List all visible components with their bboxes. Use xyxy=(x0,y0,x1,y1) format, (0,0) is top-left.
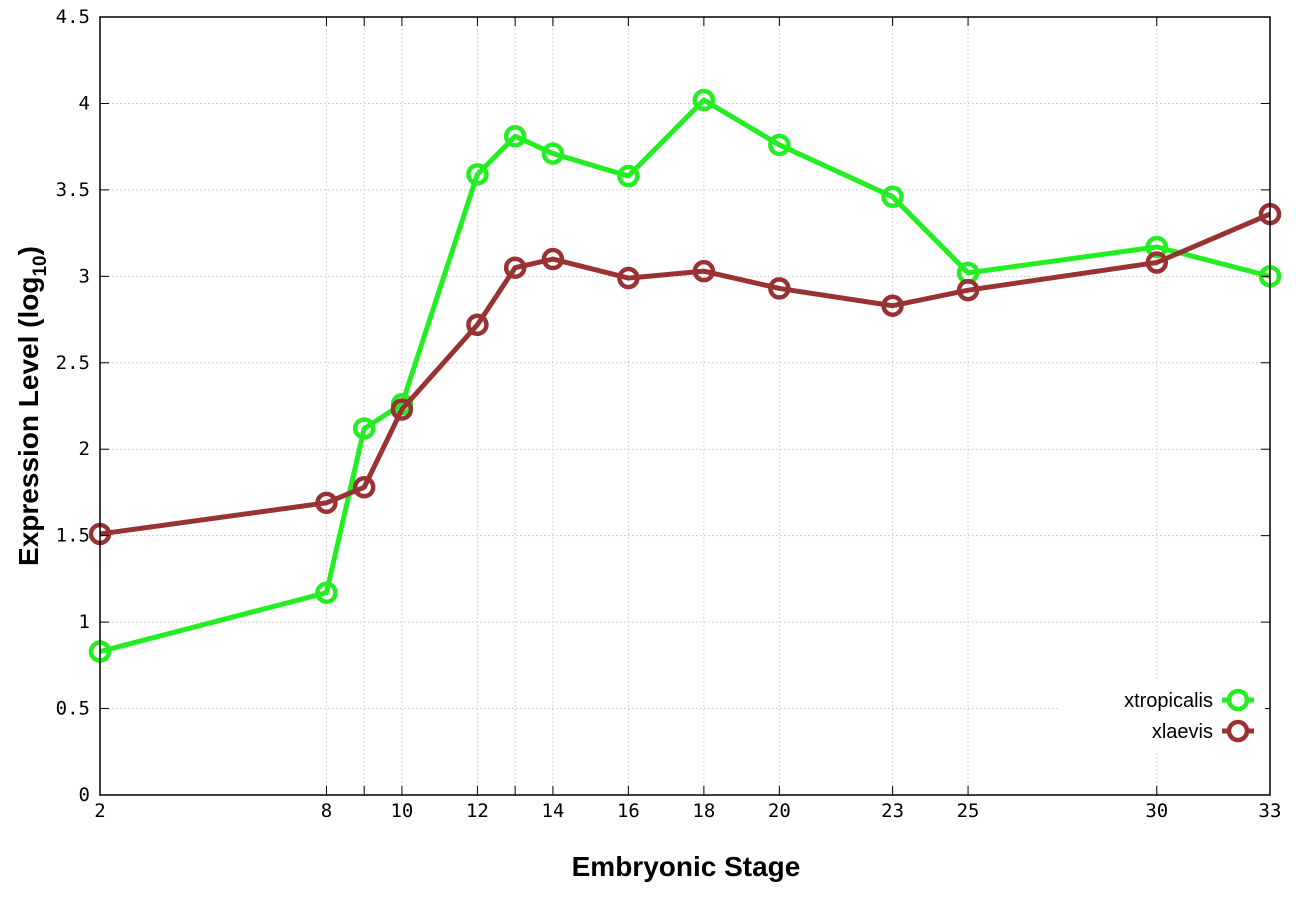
legend-label-xlaevis: xlaevis xyxy=(1152,721,1213,743)
series-layer xyxy=(88,88,1282,663)
legend-marker-xlaevis xyxy=(1226,719,1250,743)
point-xtropicalis-16 xyxy=(617,164,640,188)
y-tick-label-2.5: 2.5 xyxy=(56,352,90,374)
y-tick-label-4: 4 xyxy=(79,92,90,114)
y-axis-title-close: ) xyxy=(13,246,44,255)
x-tick-label-16: 16 xyxy=(617,800,640,822)
tick-marks xyxy=(99,16,1271,796)
point-xlaevis-9 xyxy=(352,476,376,499)
point-xtropicalis-13 xyxy=(503,125,527,148)
point-xlaevis-23 xyxy=(881,294,904,317)
x-tick-label-20: 20 xyxy=(768,800,791,822)
series-line-xlaevis xyxy=(99,211,1271,537)
point-xtropicalis-20 xyxy=(768,133,791,157)
point-xlaevis-30 xyxy=(1145,251,1169,274)
y-tick-label-4.5: 4.5 xyxy=(56,6,90,28)
y-tick-label-0: 0 xyxy=(79,784,90,806)
y-tick-label-2: 2 xyxy=(79,438,90,460)
point-xlaevis-18 xyxy=(692,259,716,283)
y-tick-label-1.5: 1.5 xyxy=(56,525,90,547)
plot-frame xyxy=(99,16,1271,796)
point-xlaevis-14 xyxy=(541,247,565,271)
point-xtropicalis-9 xyxy=(352,417,376,440)
y-tick-label-1: 1 xyxy=(79,611,90,633)
x-tick-labels: 2 8 10 12 14 16 18 20 23 25 30 33 xyxy=(94,800,1281,822)
point-xtropicalis-18 xyxy=(692,88,716,112)
x-tick-label-2: 2 xyxy=(94,800,105,822)
point-xtropicalis-8 xyxy=(315,581,338,604)
legend-label-xtropicalis: xtropicalis xyxy=(1124,690,1213,712)
y-tick-labels: 0 0.5 1 1.5 2 2.5 3 3.5 4 4.5 xyxy=(56,6,90,806)
y-tick-label-3: 3 xyxy=(79,265,90,287)
point-xtropicalis-23 xyxy=(881,185,904,209)
x-tick-label-33: 33 xyxy=(1259,800,1282,822)
point-xlaevis-20 xyxy=(768,277,791,300)
y-tick-label-3.5: 3.5 xyxy=(56,179,90,201)
x-tick-label-8: 8 xyxy=(321,800,332,822)
x-tick-label-18: 18 xyxy=(692,800,715,822)
point-xlaevis-25 xyxy=(956,278,980,302)
point-xlaevis-16 xyxy=(617,266,640,290)
point-xtropicalis-12 xyxy=(466,163,489,186)
series-line-xtropicalis xyxy=(99,97,1271,654)
x-tick-label-30: 30 xyxy=(1145,800,1168,822)
y-axis-title: Expression Level (log10) xyxy=(13,246,51,566)
x-tick-label-23: 23 xyxy=(881,800,904,822)
legend-marker-xtropicalis xyxy=(1226,688,1250,712)
y-tick-label-0.5: 0.5 xyxy=(56,698,90,720)
x-tick-label-25: 25 xyxy=(957,800,980,822)
x-tick-label-10: 10 xyxy=(390,800,413,822)
grid-lines xyxy=(100,17,1270,795)
point-xlaevis-8 xyxy=(315,491,338,515)
x-tick-label-12: 12 xyxy=(466,800,489,822)
point-xtropicalis-14 xyxy=(541,142,565,165)
point-xlaevis-10 xyxy=(390,398,414,421)
x-axis-title: Embryonic Stage xyxy=(572,851,801,882)
y-axis-title-subscript: 10 xyxy=(30,255,51,276)
point-xlaevis-12 xyxy=(466,313,489,336)
x-tick-label-14: 14 xyxy=(541,800,564,822)
point-xtropicalis-30 xyxy=(1145,235,1169,259)
legend: xtropicalis xlaevis xyxy=(1060,680,1265,750)
point-xlaevis-13 xyxy=(503,256,527,279)
y-axis-title-main: Expression Level (log xyxy=(13,277,44,566)
